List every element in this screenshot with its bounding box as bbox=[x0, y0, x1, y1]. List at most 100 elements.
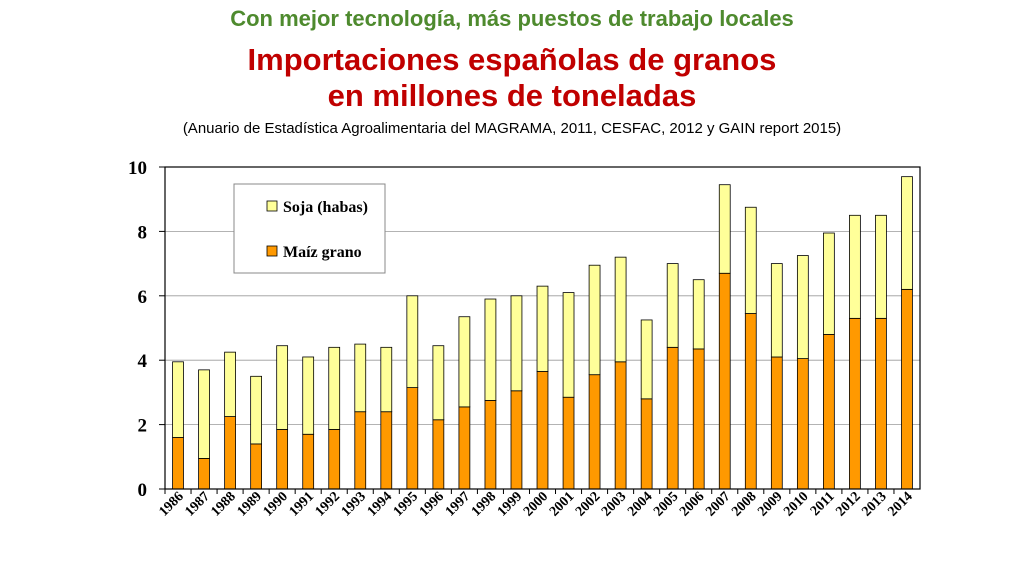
bar-maiz-1991 bbox=[302, 433, 315, 490]
y-tick-label: 0 bbox=[138, 480, 148, 501]
x-tick-label: 1998 bbox=[469, 489, 499, 519]
x-tick-label: 1995 bbox=[391, 489, 421, 519]
x-tick-label: 2006 bbox=[677, 489, 707, 519]
bar-soja-2003 bbox=[614, 256, 627, 363]
x-tick-label: 1996 bbox=[417, 489, 447, 519]
x-tick-label: 2011 bbox=[808, 489, 838, 519]
bar-maiz-1990 bbox=[276, 429, 289, 490]
chart-title-line-2: en millones de toneladas bbox=[327, 78, 697, 113]
bar-soja-2007 bbox=[718, 184, 731, 274]
bar-soja-1999 bbox=[510, 295, 523, 392]
bar-soja-1993 bbox=[354, 343, 367, 413]
chart-title: Importaciones españolas de granos en mil… bbox=[0, 42, 1024, 114]
bar-maiz-2014 bbox=[901, 288, 913, 490]
bar-maiz-2013 bbox=[875, 317, 887, 490]
bar-maiz-1989 bbox=[250, 443, 262, 490]
chart-subtitle: (Anuario de Estadística Agroalimentaria … bbox=[182, 120, 842, 137]
y-tick-label: 8 bbox=[138, 222, 148, 243]
bar-maiz-2012 bbox=[849, 317, 861, 490]
x-tick-label: 2009 bbox=[755, 489, 785, 519]
x-tick-label: 1990 bbox=[261, 489, 291, 519]
bar-soja-2005 bbox=[666, 263, 679, 348]
x-tick-label: 1989 bbox=[235, 489, 265, 519]
bar-soja-1992 bbox=[328, 346, 341, 430]
bar-soja-2008 bbox=[744, 206, 757, 314]
x-tick-label: 1988 bbox=[209, 489, 239, 519]
bar-soja-1991 bbox=[302, 356, 315, 435]
legend-label-maiz: Maíz grano bbox=[283, 244, 362, 261]
bar-maiz-2011 bbox=[823, 334, 835, 490]
x-tick-label: 1994 bbox=[365, 489, 395, 519]
bar-soja-2001 bbox=[562, 292, 575, 398]
bar-soja-2002 bbox=[588, 264, 601, 376]
legend-swatch-soja bbox=[266, 200, 278, 212]
legend: Soja (habas) Maíz grano bbox=[233, 183, 386, 274]
bar-maiz-2001 bbox=[562, 396, 575, 490]
bar-soja-1990 bbox=[276, 345, 289, 430]
bar-maiz-1997 bbox=[458, 406, 471, 490]
x-tick-label: 1992 bbox=[313, 489, 343, 519]
x-tick-label: 1991 bbox=[287, 489, 317, 519]
plot-frame bbox=[164, 166, 921, 490]
y-tick-label: 10 bbox=[128, 158, 147, 179]
bar-soja-2004 bbox=[640, 319, 653, 400]
bar-maiz-2005 bbox=[666, 346, 679, 490]
bar-maiz-1998 bbox=[484, 400, 497, 490]
x-tick-label: 2002 bbox=[573, 489, 603, 519]
x-axis: 1986198719881989199019911992199319941995… bbox=[156, 489, 916, 520]
bar-maiz-1993 bbox=[354, 411, 367, 490]
x-tick-label: 1993 bbox=[339, 489, 369, 519]
bar-soja-2010 bbox=[796, 255, 809, 359]
bar-maiz-2004 bbox=[640, 398, 653, 490]
bar-soja-1998 bbox=[484, 298, 497, 401]
bar-maiz-1986 bbox=[172, 437, 184, 490]
bar-maiz-1996 bbox=[432, 419, 445, 490]
x-tick-label: 2012 bbox=[833, 489, 863, 519]
bar-soja-1994 bbox=[380, 346, 393, 413]
bar-soja-2014 bbox=[901, 176, 913, 290]
y-tick-label: 2 bbox=[138, 416, 148, 437]
bar-soja-1997 bbox=[458, 316, 471, 408]
bar-soja-1986 bbox=[172, 361, 184, 438]
bar-soja-1988 bbox=[224, 351, 236, 417]
bar-soja-2009 bbox=[770, 263, 783, 358]
bar-maiz-1987 bbox=[198, 458, 210, 490]
x-tick-label: 2008 bbox=[729, 489, 759, 519]
bar-maiz-2009 bbox=[770, 356, 783, 490]
x-tick-label: 2013 bbox=[859, 489, 889, 519]
y-tick-label: 6 bbox=[138, 287, 148, 308]
bar-soja-2006 bbox=[692, 279, 705, 350]
bar-soja-2012 bbox=[849, 214, 861, 319]
x-tick-label: 1986 bbox=[156, 489, 186, 519]
x-tick-label: 2003 bbox=[599, 489, 629, 519]
bar-maiz-1992 bbox=[328, 429, 341, 490]
legend-label-soja: Soja (habas) bbox=[283, 199, 368, 216]
bar-soja-1987 bbox=[198, 369, 210, 459]
bar-maiz-2002 bbox=[588, 374, 601, 490]
x-tick-label: 1997 bbox=[443, 489, 473, 519]
bar-soja-2000 bbox=[536, 285, 549, 372]
x-tick-label: 2005 bbox=[651, 489, 681, 519]
bar-soja-2013 bbox=[875, 214, 887, 319]
bar-soja-1989 bbox=[250, 375, 262, 445]
y-tick-label: 4 bbox=[138, 351, 148, 372]
chart-title-line-1: Importaciones españolas de granos bbox=[247, 42, 777, 77]
bar-maiz-2007 bbox=[718, 272, 731, 490]
x-tick-label: 2001 bbox=[547, 489, 577, 519]
x-tick-label: 2014 bbox=[885, 489, 915, 519]
chart-supertitle: Con mejor tecnología, más puestos de tra… bbox=[230, 6, 794, 31]
x-tick-label: 1987 bbox=[182, 489, 212, 519]
bar-maiz-2010 bbox=[796, 358, 809, 490]
bar-maiz-2006 bbox=[692, 348, 705, 490]
bar-maiz-1988 bbox=[224, 416, 236, 490]
x-tick-label: 2007 bbox=[703, 489, 733, 519]
bar-soja-1995 bbox=[406, 295, 419, 388]
bar-soja-1996 bbox=[432, 345, 445, 421]
bar-maiz-2000 bbox=[536, 371, 549, 490]
x-tick-label: 2000 bbox=[521, 489, 551, 519]
legend-box bbox=[233, 183, 386, 274]
bar-maiz-2008 bbox=[744, 313, 757, 490]
legend-swatch-maiz bbox=[266, 245, 278, 257]
bar-maiz-1995 bbox=[406, 387, 419, 490]
